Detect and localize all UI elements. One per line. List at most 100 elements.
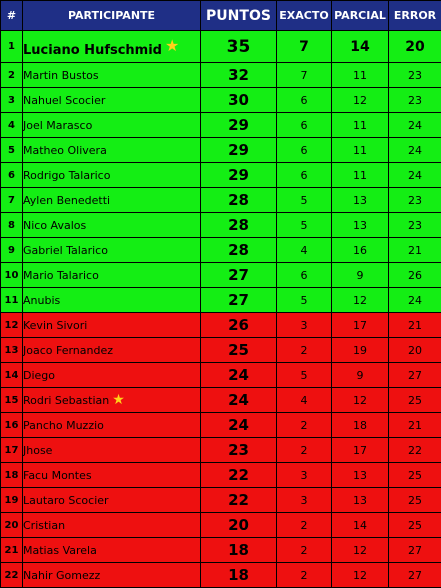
position-cell: 1 [0,30,23,63]
participant-name: Luciano Hufschmid ★ [22,30,201,63]
participant-name-text: Joel Marasco [23,118,93,132]
participant-name-text: Mario Talarico [23,268,99,282]
error-cell-text: 25 [408,518,422,532]
points-cell-text: 32 [228,66,249,84]
exact-cell: 2 [276,512,332,538]
participant-name-text: Martin Bustos [23,68,99,82]
position-cell: 22 [0,562,23,588]
error-cell-text: 25 [408,393,422,407]
exact-cell: 6 [276,262,332,288]
points-cell: 22 [200,462,277,488]
partial-cell: 16 [331,237,389,263]
points-cell-text: 29 [228,141,249,159]
header-participant: PARTICIPANTE [22,0,201,31]
position-cell: 17 [0,437,23,463]
exact-cell: 6 [276,162,332,188]
partial-cell-text: 17 [353,318,367,332]
partial-cell-text: 9 [356,368,364,382]
header-exact: EXACTO [276,0,332,31]
position-cell: 9 [0,237,23,263]
table-row: 11 Anubis 27 5 12 24 [0,287,441,313]
error-cell-text: 20 [408,343,422,357]
error-cell: 21 [388,312,441,338]
error-cell-text: 24 [408,293,422,307]
exact-cell: 5 [276,212,332,238]
table-row: 1 Luciano Hufschmid ★ 35 7 14 20 [0,30,441,63]
participant-name: Anubis [22,287,201,313]
error-cell-text: 23 [408,93,422,107]
participant-name: Kevin Sivori [22,312,201,338]
table-row: 14 Diego 24 5 9 27 [0,362,441,388]
exact-cell-text: 2 [300,543,308,557]
points-cell-text: 29 [228,166,249,184]
participant-name: Aylen Benedetti [22,187,201,213]
position-cell-text: 9 [8,244,15,256]
partial-cell-text: 13 [353,493,367,507]
exact-cell: 5 [276,287,332,313]
partial-cell-text: 11 [353,68,367,82]
position-cell: 21 [0,537,23,563]
error-cell: 24 [388,287,441,313]
partial-cell-text: 13 [353,468,367,482]
partial-cell-text: 14 [353,518,367,532]
participant-name-text: Rodrigo Talarico [23,168,111,182]
error-cell-text: 25 [408,493,422,507]
exact-cell-text: 6 [300,268,308,282]
table-row: 6 Rodrigo Talarico 29 6 11 24 [0,162,441,188]
points-cell-text: 24 [228,366,249,384]
error-cell-text: 21 [408,418,422,432]
participant-name: Pancho Muzzio [22,412,201,438]
star-icon: ★ [164,35,180,55]
partial-cell-text: 11 [353,143,367,157]
exact-cell-text: 6 [300,143,308,157]
exact-cell: 3 [276,312,332,338]
points-cell-text: 29 [228,116,249,134]
table-row: 18 Facu Montes 22 3 13 25 [0,462,441,488]
table-row: 15 Rodri Sebastian ★ 24 4 12 25 [0,387,441,413]
partial-cell-text: 17 [353,443,367,457]
error-cell-text: 21 [408,318,422,332]
points-cell: 18 [200,562,277,588]
exact-cell-text: 6 [300,93,308,107]
participant-name: Cristian [22,512,201,538]
participant-name: Joaco Fernandez [22,337,201,363]
error-cell-text: 23 [408,218,422,232]
partial-cell: 19 [331,337,389,363]
position-cell: 19 [0,487,23,513]
participant-name-text: Rodri Sebastian [23,394,110,407]
points-cell-text: 22 [228,466,249,484]
exact-cell: 7 [276,30,332,63]
points-cell-text: 27 [228,291,249,309]
error-cell: 20 [388,30,441,63]
points-cell-text: 18 [228,566,249,584]
partial-cell: 12 [331,287,389,313]
exact-cell: 5 [276,187,332,213]
partial-cell-text: 13 [353,218,367,232]
points-cell: 29 [200,112,277,138]
points-cell: 26 [200,312,277,338]
participant-name-text: Nahuel Scocier [23,93,106,107]
exact-cell-text: 6 [300,168,308,182]
points-cell: 35 [200,30,277,63]
exact-cell-text: 7 [300,68,308,82]
points-cell: 24 [200,387,277,413]
partial-cell-text: 11 [353,118,367,132]
points-cell: 24 [200,362,277,388]
error-cell-text: 27 [408,568,422,582]
error-cell-text: 27 [408,543,422,557]
participant-name-text: Joaco Fernandez [23,343,114,357]
participant-name-text: Matheo Olivera [23,143,107,157]
position-cell: 18 [0,462,23,488]
partial-cell-text: 18 [353,418,367,432]
position-cell-text: 13 [4,344,19,356]
participant-name: Nahir Gomezz [22,562,201,588]
star-icon: ★ [112,392,125,408]
exact-cell-text: 7 [299,38,309,55]
points-cell: 27 [200,287,277,313]
participant-name-text: Cristian [23,518,66,532]
points-cell: 18 [200,537,277,563]
partial-cell: 14 [331,512,389,538]
points-cell-text: 18 [228,541,249,559]
table-row: 21 Matias Varela 18 2 12 27 [0,537,441,563]
points-cell: 32 [200,62,277,88]
